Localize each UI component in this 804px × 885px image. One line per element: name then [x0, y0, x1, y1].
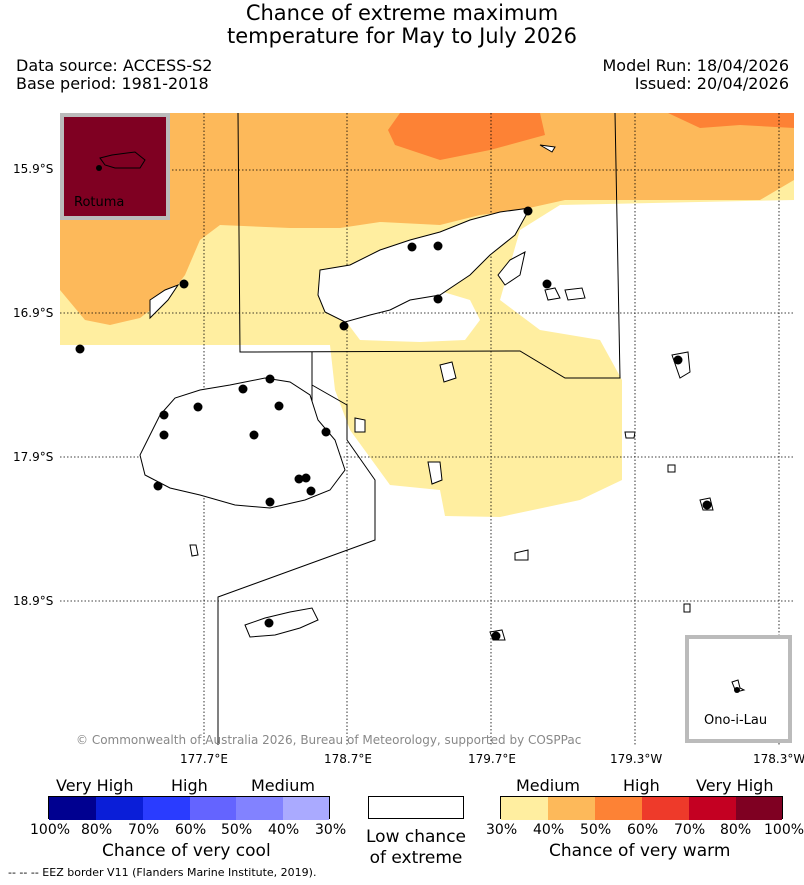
- model-run: Model Run: 18/04/2026: [602, 56, 790, 75]
- cool-tick-1: 100%: [30, 822, 71, 838]
- warm-tick-3: 50%: [580, 822, 612, 838]
- cool-tick-5: 50%: [221, 822, 253, 838]
- warm-tick-5: 70%: [674, 822, 706, 838]
- lon-label-5: 178.3°W: [753, 752, 804, 766]
- copyright-notice: © Commonwealth of Australia 2026, Bureau…: [76, 733, 582, 747]
- lon-label-1: 177.7°E: [180, 752, 228, 766]
- cool-swatch-2: [96, 797, 144, 820]
- low-chance-line-2: of extreme: [369, 848, 463, 868]
- high-warm-region: [60, 113, 794, 325]
- cool-swatch-1: [49, 797, 97, 820]
- low-chance-swatch: [368, 796, 464, 819]
- warm-tick-7: 100%: [764, 822, 804, 838]
- ono-i-lau-label: Ono-i-Lau: [704, 713, 768, 728]
- cool-tick-6: 40%: [268, 822, 300, 838]
- warm-swatch-5: [689, 797, 737, 820]
- title-line-2: temperature for May to July 2026: [227, 24, 577, 48]
- base-period: Base period: 1981-2018: [16, 74, 209, 93]
- map-panel[interactable]: [60, 113, 794, 745]
- ono-i-lau-inset: [685, 635, 792, 743]
- high-warm-50-region-2: [668, 113, 794, 128]
- islands: [139, 144, 714, 641]
- small-islet-10: [189, 544, 199, 557]
- warm-tick-4: 60%: [627, 822, 659, 838]
- ovalau: [354, 417, 366, 433]
- cool-tick-3: 70%: [128, 822, 160, 838]
- warm-colorbar: [500, 796, 783, 820]
- lon-label-4: 179.3°W: [610, 752, 663, 766]
- koro: [427, 461, 443, 485]
- lat-label-1: 15.9°S: [13, 162, 54, 176]
- high-warm-50-region-1: [388, 113, 545, 160]
- warm-swatch-3: [595, 797, 643, 820]
- cool-swatch-4: [190, 797, 237, 820]
- cool-tick-4: 60%: [175, 822, 207, 838]
- viti-levu: [139, 377, 346, 509]
- lat-label-3: 17.9°S: [13, 450, 54, 464]
- lat-label-4: 18.9°S: [13, 594, 54, 608]
- map-title: Chance of extreme maximum temperature fo…: [0, 2, 804, 48]
- cool-cat-medium: Medium: [251, 776, 315, 795]
- small-islet-6: [624, 431, 636, 439]
- cool-swatch-6: [283, 797, 329, 820]
- small-islet-3: [539, 144, 556, 153]
- warm-swatch-2: [548, 797, 596, 820]
- warm-tick-2: 40%: [533, 822, 565, 838]
- warm-caption: Chance of very warm: [549, 841, 731, 861]
- warm-tick-1: 30%: [486, 822, 518, 838]
- kadavu: [244, 607, 319, 638]
- cool-swatch-3: [143, 797, 191, 820]
- map-svg: [60, 113, 794, 745]
- low-chance-caption: Low chance of extreme: [366, 827, 466, 869]
- rotuma-inset: [60, 113, 170, 220]
- lat-label-2: 16.9°S: [13, 306, 54, 320]
- cool-tick-2: 80%: [81, 822, 113, 838]
- warm-swatch-1: [501, 797, 549, 820]
- small-islet-9: [149, 283, 180, 320]
- small-islet-5: [514, 549, 529, 561]
- title-line-1: Chance of extreme maximum: [245, 1, 559, 25]
- small-islet-8: [683, 603, 691, 613]
- warm-cat-medium: Medium: [516, 776, 580, 795]
- small-islet-7: [667, 464, 676, 473]
- cool-cat-very-high: Very High: [56, 776, 134, 795]
- small-islet-1: [544, 287, 561, 301]
- eez-footnote: -- -- -- EEZ border V11 (Flanders Marine…: [8, 866, 317, 879]
- gau: [439, 361, 457, 383]
- cool-swatch-5: [236, 797, 284, 820]
- low-chance-line-1: Low chance: [366, 827, 466, 847]
- warm-tick-6: 80%: [720, 822, 752, 838]
- rotuma-label: Rotuma: [74, 195, 125, 210]
- small-islet-2: [564, 287, 586, 301]
- warm-cat-very-high: Very High: [696, 776, 774, 795]
- taveuni: [497, 251, 526, 286]
- cool-caption: Chance of very cool: [102, 841, 271, 861]
- cool-cat-high: High: [171, 776, 208, 795]
- station-markers: [75, 206, 712, 641]
- warm-swatch-4: [642, 797, 690, 820]
- data-source: Data source: ACCESS-S2: [16, 56, 213, 75]
- cool-tick-7: 30%: [315, 822, 347, 838]
- warm-cat-high: High: [623, 776, 660, 795]
- lon-label-3: 179.7°E: [468, 752, 516, 766]
- lon-label-2: 178.7°E: [324, 752, 372, 766]
- cool-colorbar: [48, 796, 330, 820]
- issued-date: Issued: 20/04/2026: [634, 74, 789, 93]
- warm-swatch-6: [736, 797, 782, 820]
